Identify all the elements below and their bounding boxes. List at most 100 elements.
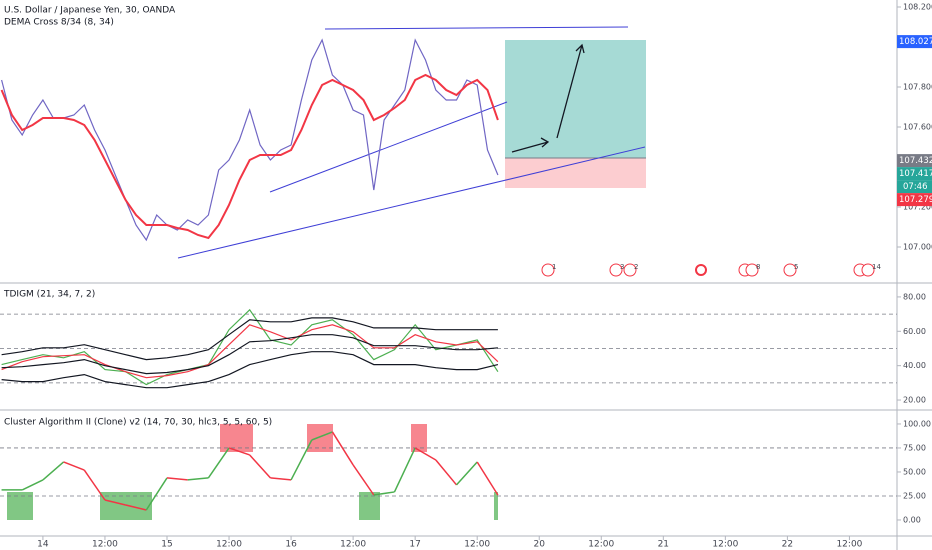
indicator-segment: [125, 504, 147, 511]
series-line: [1, 351, 499, 389]
indicator-segment: [187, 477, 209, 481]
series-line: [1, 317, 498, 361]
indicator-segment: [414, 447, 437, 461]
series-line: [1, 38, 499, 242]
x-tick-label: 12:00: [588, 540, 614, 550]
buy-box: [494, 492, 498, 520]
indicator-segment: [352, 464, 375, 496]
event-icon: [623, 263, 637, 277]
countdown-label: 07:46: [903, 182, 928, 192]
x-tick-label: 12:00: [340, 540, 366, 550]
x-tick-label: 20: [534, 540, 546, 550]
price-tag-label: 107.279: [899, 195, 932, 205]
price-tag: [897, 35, 932, 49]
signal-boxes: [7, 424, 498, 520]
indicator-title: Cluster Algorithm II (Clone) v2 (14, 70,…: [4, 418, 272, 428]
event-count: 2: [634, 263, 638, 271]
indicator-segment: [331, 431, 354, 466]
y-tick-label: 75.00: [903, 443, 926, 452]
x-tick-label: 15: [161, 540, 172, 550]
event-icon: [541, 263, 555, 277]
series-line: [1, 308, 499, 386]
price-tag: [897, 167, 932, 181]
event-count: 1: [552, 263, 556, 271]
event-icon: [861, 263, 875, 277]
sell-box: [220, 424, 253, 452]
price-tag-label: 108.027: [899, 37, 932, 47]
trendline: [324, 26, 629, 30]
trendlines: [177, 26, 646, 259]
event-icon: [695, 264, 707, 276]
event-icon: [783, 263, 797, 277]
target-zone: [505, 40, 646, 158]
indicator-title: DEMA Cross 8/34 (8, 34): [4, 18, 114, 28]
indicator-title: TDIGM (21, 34, 7, 2): [3, 290, 95, 300]
indicator-segment: [42, 461, 65, 481]
indicator-segment: [63, 461, 85, 471]
price-tag: [897, 193, 932, 207]
price-tag-label: 107.432: [899, 156, 932, 166]
y-tick-label: 107.800: [903, 83, 932, 92]
countdown-tag: [897, 180, 932, 194]
y-tick-label: 25.00: [903, 491, 926, 500]
x-tick-label: 14: [37, 540, 49, 550]
indicator-segment: [270, 477, 292, 481]
indicator-segment: [455, 461, 478, 486]
indicator-segment: [21, 479, 44, 491]
price-tag: [897, 154, 932, 168]
event-count: 8: [756, 263, 760, 271]
x-tick-label: 12:00: [712, 540, 738, 550]
x-tick-label: 12:00: [216, 540, 242, 550]
indicator-segment: [83, 469, 106, 501]
indicator-segment: [166, 477, 188, 481]
buy-box: [100, 492, 152, 520]
x-tick-label: 12:00: [836, 540, 862, 550]
y-tick-label: 100.00: [903, 419, 931, 428]
y-tick-label: 107.600: [903, 123, 932, 132]
price-tag-label: 107.417: [899, 169, 932, 179]
series-line: [1, 334, 498, 375]
indicator-segment: [145, 477, 168, 511]
y-tick-label: 50.00: [903, 467, 926, 476]
buy-box: [7, 492, 33, 520]
trendline: [177, 146, 646, 259]
x-tick-label: 16: [285, 540, 297, 550]
x-tick-label: 12:00: [464, 540, 490, 550]
event-count: 5: [794, 263, 798, 271]
y-tick-label: 40.00: [903, 361, 926, 370]
y-tick-label: 0.00: [903, 515, 921, 524]
indicator-segment: [104, 499, 126, 506]
x-tick-label: 17: [409, 540, 420, 550]
y-tick-label: 107.000: [903, 243, 932, 252]
stop-zone: [505, 158, 646, 188]
arrows: [511, 43, 585, 153]
indicator-segment: [373, 491, 395, 496]
event-count: 3: [620, 263, 624, 271]
event-icon: [609, 263, 623, 277]
indicator-segment: [476, 461, 499, 496]
sell-box: [411, 424, 427, 452]
x-tick-label: 21: [658, 540, 669, 550]
event-icon: [745, 263, 759, 277]
indicator-segment: [435, 459, 458, 486]
sell-box: [307, 424, 333, 452]
y-tick-label: 107.200: [903, 203, 932, 212]
x-tick-label: 12:00: [92, 540, 118, 550]
x-tick-label: 22: [782, 540, 793, 550]
indicator-segment: [228, 447, 250, 456]
y-tick-label: 80.00: [903, 292, 926, 301]
trendline: [269, 101, 508, 193]
symbol-title: U.S. Dollar / Japanese Yen, 30, OANDA: [4, 6, 176, 16]
arrow: [511, 137, 550, 153]
indicator-segment: [207, 447, 230, 479]
event-count: 14: [872, 263, 881, 271]
y-tick-label: 20.00: [903, 396, 926, 405]
y-tick-label: 108.200: [903, 3, 932, 12]
indicator-segment: [393, 447, 416, 493]
indicator-segment: [290, 439, 313, 481]
series-line: [1, 324, 499, 379]
buy-box: [359, 492, 380, 520]
indicator-segment: [311, 431, 333, 441]
